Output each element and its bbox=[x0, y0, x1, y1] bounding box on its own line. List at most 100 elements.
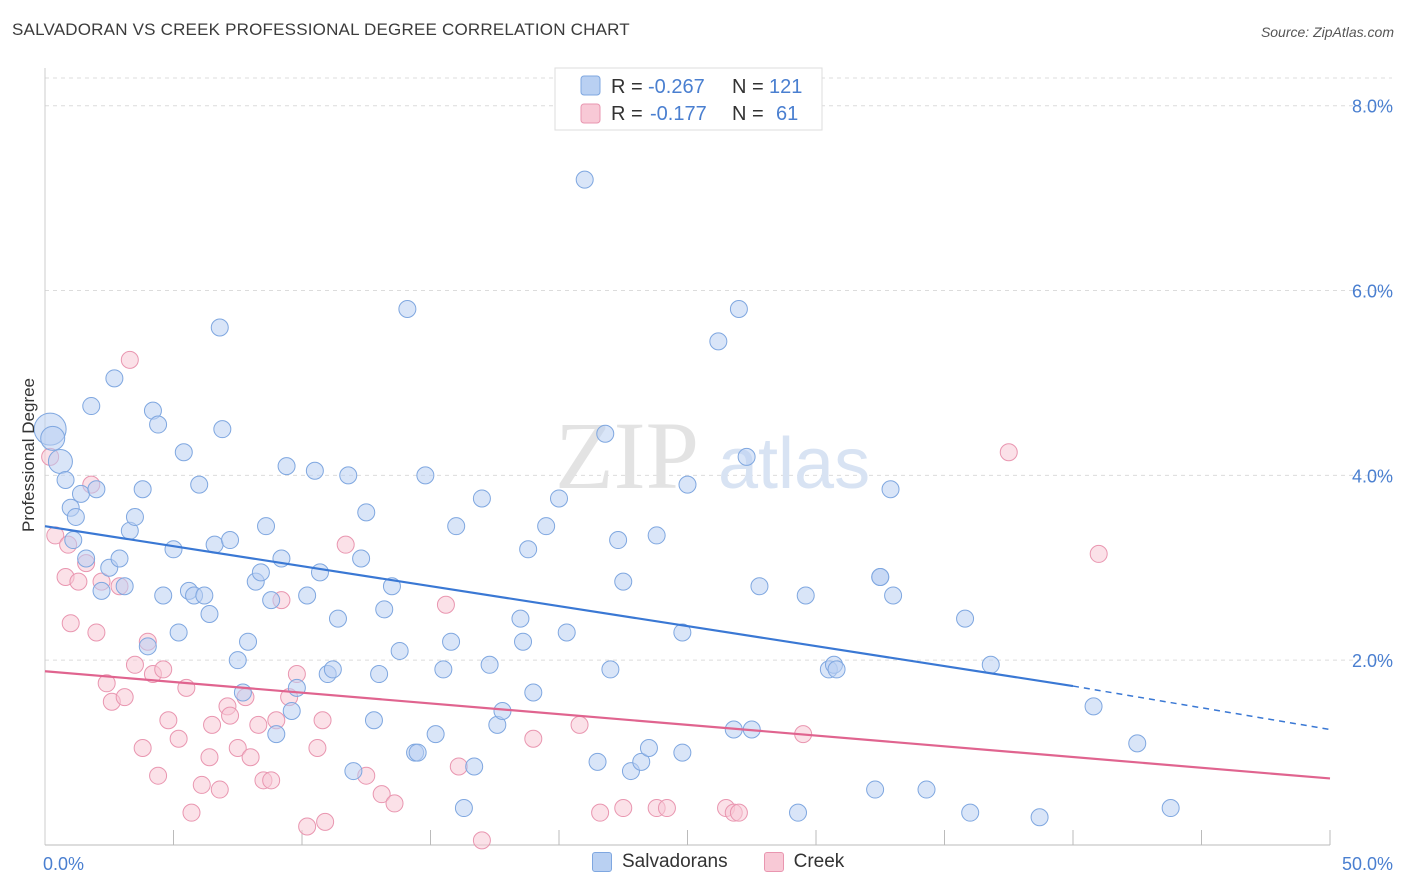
creek-point-44 bbox=[316, 812, 335, 831]
watermark-atlas: atlas bbox=[718, 424, 870, 504]
salvadoran-point-61 bbox=[398, 300, 417, 319]
creek-point-42 bbox=[308, 738, 327, 757]
creek-point-57 bbox=[657, 799, 676, 818]
salvadoran-point-33 bbox=[221, 531, 240, 550]
creek-point-53 bbox=[570, 715, 589, 734]
salvadoran-point-31 bbox=[210, 318, 229, 337]
creek-point-21 bbox=[159, 711, 178, 730]
watermark-zip: ZIP bbox=[555, 402, 699, 509]
salvadoran-point-47 bbox=[305, 461, 324, 480]
salvadoran-point-79 bbox=[550, 489, 568, 508]
salvadoran-point-22 bbox=[164, 540, 183, 559]
salvadoran-point-111 bbox=[956, 609, 975, 628]
salvadorans-swatch bbox=[592, 852, 612, 872]
creek-point-45 bbox=[336, 535, 355, 554]
salvadoran-point-44 bbox=[282, 702, 301, 721]
legend-item-creek[interactable]: Creek bbox=[763, 851, 845, 873]
salvadoran-point-53 bbox=[344, 762, 363, 781]
legend-n-value-1: 121 bbox=[769, 76, 802, 98]
salvadoran-point-80 bbox=[557, 623, 576, 642]
salvadoran-trend-extension bbox=[1072, 685, 1331, 731]
salvadoran-point-115 bbox=[1084, 697, 1103, 716]
creek-point-16 bbox=[133, 738, 152, 757]
salvadoran-point-12 bbox=[105, 369, 124, 388]
salvadoran-point-16 bbox=[125, 507, 144, 526]
creek-point-47 bbox=[372, 785, 391, 804]
trend-lines bbox=[44, 525, 1331, 780]
salvadoran-point-41 bbox=[267, 725, 286, 744]
salvadoran-point-24 bbox=[174, 443, 193, 462]
creek-point-28 bbox=[210, 780, 229, 799]
salvadoran-point-74 bbox=[511, 609, 530, 628]
creek-point-50 bbox=[449, 757, 468, 776]
creek-point-8 bbox=[87, 623, 106, 642]
salvadoran-point-116 bbox=[1128, 734, 1147, 753]
salvadoran-point-28 bbox=[195, 586, 214, 605]
salvadoran-point-112 bbox=[961, 803, 980, 822]
x-tick-label-min: 0.0% bbox=[43, 854, 84, 874]
creek-point-24 bbox=[182, 803, 201, 822]
salvadoran-point-70 bbox=[472, 489, 491, 508]
salvadoran-point-1 bbox=[40, 425, 66, 451]
salvadoran-point-48 bbox=[310, 563, 329, 582]
salvadoran-point-106 bbox=[866, 780, 885, 799]
legend-n-label-2: N = bbox=[732, 103, 764, 125]
salvadoran-point-76 bbox=[519, 540, 538, 559]
salvadoran-point-36 bbox=[239, 632, 258, 651]
creek-point-13 bbox=[115, 688, 134, 707]
salvadoran-point-120 bbox=[64, 531, 83, 550]
salvadoran-point-91 bbox=[647, 526, 666, 545]
tick-labels: 2.0% 4.0% 6.0% 8.0% 0.0% 50.0% bbox=[43, 97, 1393, 874]
salvadoran-trend-line bbox=[44, 525, 1074, 688]
salvadoran-point-117 bbox=[1161, 799, 1180, 818]
salvadoran-point-97 bbox=[729, 300, 748, 319]
salvadoran-point-34 bbox=[228, 651, 247, 670]
salvadoran-point-67 bbox=[447, 517, 466, 536]
salvadoran-point-23 bbox=[169, 623, 188, 642]
salvadoran-point-6 bbox=[71, 484, 90, 503]
bottom-legend: Salvadorans Creek bbox=[592, 851, 870, 873]
salvadoran-point-17 bbox=[133, 480, 152, 499]
creek-point-51 bbox=[472, 831, 491, 850]
creek-label: Creek bbox=[793, 851, 845, 872]
salvadoran-point-86 bbox=[609, 531, 628, 550]
salvadoran-point-18 bbox=[138, 637, 157, 656]
salvadoran-point-52 bbox=[339, 466, 358, 485]
salvadoran-point-2 bbox=[47, 449, 73, 474]
x-tick-label-max: 50.0% bbox=[1342, 854, 1393, 874]
salvadoran-point-32 bbox=[213, 420, 232, 439]
salvadoran-point-93 bbox=[673, 743, 692, 762]
salvadoran-point-51 bbox=[328, 609, 347, 628]
salvadoran-point-78 bbox=[537, 517, 556, 536]
salvadoran-point-102 bbox=[796, 586, 815, 605]
source-label: Source: ZipAtlas.com bbox=[1260, 24, 1394, 40]
salvadoran-point-58 bbox=[375, 600, 394, 619]
chart-title: SALVADORAN VS CREEK PROFESSIONAL DEGREE … bbox=[12, 20, 630, 39]
creek-point-25 bbox=[192, 775, 211, 794]
salvadoran-point-10 bbox=[92, 581, 111, 600]
creek-point-22 bbox=[169, 729, 188, 748]
salvadoran-point-87 bbox=[614, 572, 633, 591]
creek-point-34 bbox=[249, 715, 268, 734]
salvadoran-point-75 bbox=[514, 632, 533, 651]
salvadoran-point-89 bbox=[632, 752, 651, 771]
salvadoran-point-57 bbox=[370, 665, 389, 684]
legend-n-value-2: 61 bbox=[776, 103, 798, 125]
legend-item-salvadorans[interactable]: Salvadorans bbox=[592, 851, 728, 873]
creek-point-31 bbox=[228, 738, 247, 757]
creek-point-26 bbox=[200, 748, 219, 767]
salvadoran-point-60 bbox=[390, 641, 409, 660]
salvadoran-point-68 bbox=[454, 799, 473, 818]
salvadoran-point-85 bbox=[601, 660, 620, 679]
y-tick-label-2: 6.0% bbox=[1352, 282, 1393, 302]
creek-point-55 bbox=[614, 799, 633, 818]
salvadoran-point-83 bbox=[588, 752, 607, 771]
creek-point-43 bbox=[313, 711, 332, 730]
creek-point-60 bbox=[729, 803, 748, 822]
legend-box: R = -0.267 N = 121 R = -0.177 N = 61 bbox=[554, 67, 823, 131]
salvadoran-point-66 bbox=[442, 632, 461, 651]
salvadoran-point-105 bbox=[827, 660, 846, 679]
salvadoran-point-14 bbox=[115, 577, 134, 596]
creek-point-19 bbox=[149, 766, 168, 785]
